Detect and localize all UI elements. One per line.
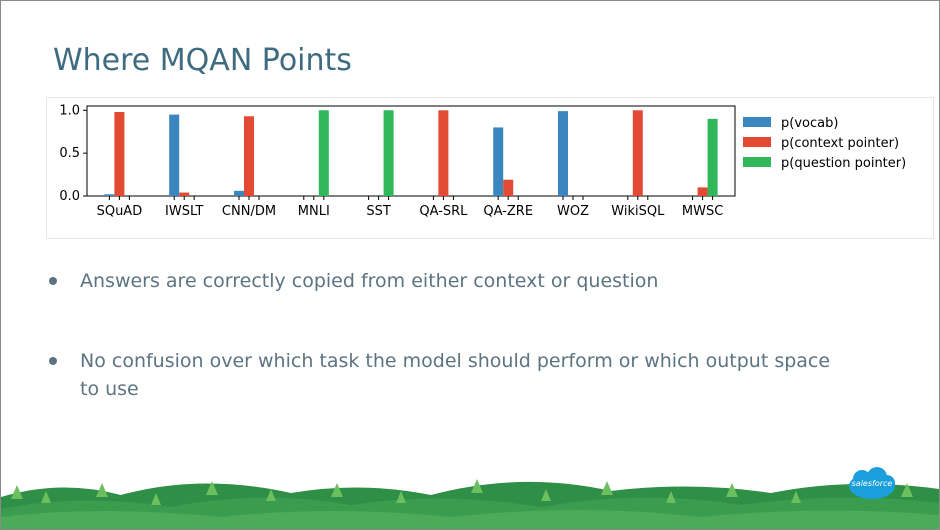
legend-swatch-1 [743,137,771,147]
bar-p-vocab--squad [104,194,115,196]
bullet-2-line-1: No confusion over which task the model s… [80,350,831,372]
slide-title: Where MQAN Points [53,43,352,78]
salesforce-logo [849,467,895,499]
legend-swatch-0 [743,117,771,127]
x-tick-label: IWSLT [165,204,203,219]
x-tick-label: QA-SRL [419,204,468,219]
bar-p-vocab--qa-zre [493,127,504,196]
y-tick-label: 1.0 [59,103,80,118]
x-tick-label: QA-ZRE [483,204,533,219]
bar-p-question-pointer--mwsc [707,118,718,196]
bar-p-context-pointer--iwslt [179,192,190,196]
bullet-dot [49,277,57,285]
x-tick-label: WikiSQL [611,204,665,219]
salesforce-logo-text: salesforce [851,479,893,488]
y-tick-label: 0.5 [59,146,80,161]
x-tick-label: MWSC [682,204,723,219]
bar-p-context-pointer--wikisql [632,110,643,196]
bar-p-vocab--iwslt [169,114,180,196]
bar-chart: 0.0 0.5 1.0 SQuAD IWSLT CNN/DM MNLI SST QA-SRL QA… [59,103,906,219]
bar-p-vocab--cnn-dm [234,190,244,196]
legend-label: p(vocab) [781,116,838,131]
x-tick-label: MNLI [298,204,330,219]
bar-p-context-pointer--squad [114,112,125,196]
bar-p-question-pointer--mnli [318,110,329,196]
x-tick-label: SST [366,204,391,219]
x-tick-label: CNN/DM [222,204,276,219]
bullet-dot [49,357,57,365]
y-tick-label: 0.0 [59,189,80,204]
x-tick-label: WOZ [557,204,589,219]
bullet-1: Answers are correctly copied from either… [80,270,659,292]
forest-footer-decoration [1,479,939,529]
bar-p-question-pointer--sst [383,110,394,196]
plot-frame [86,105,736,197]
bar-p-context-pointer--qa-zre [503,179,514,196]
bullet-2-line-2: to use [80,378,139,400]
legend-label: p(question pointer) [781,156,906,171]
legend-swatch-2 [743,157,771,167]
bar-p-context-pointer--cnn-dm [244,116,254,196]
bar-p-context-pointer--qa-srl [438,110,449,196]
bar-p-vocab--woz [558,111,568,196]
chart-container: 0.0 0.5 1.0 SQuAD IWSLT CNN/DM MNLI SST QA-SRL QA… [46,97,934,239]
legend-label: p(context pointer) [781,136,899,151]
bar-p-context-pointer--mwsc [697,187,708,196]
x-tick-label: SQuAD [97,204,143,219]
